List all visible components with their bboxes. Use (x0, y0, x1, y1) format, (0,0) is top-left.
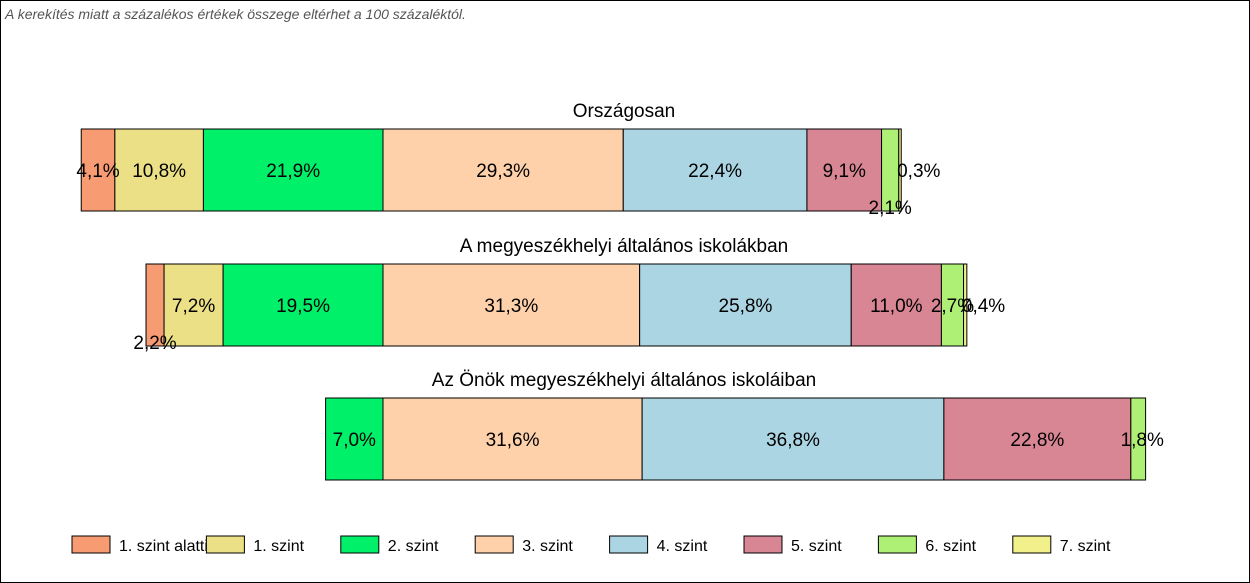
data-label: 31,6% (486, 430, 540, 451)
bar-group-1: Országosan 4,1% 10,8% 21,9% 29,3% 22,4% 9,1%2,… (76, 101, 940, 219)
bar-title: A megyeszékhelyi általános iskolákban (460, 236, 788, 257)
legend-label: 5. szint (791, 538, 842, 555)
legend-item: 1. szint (205, 535, 305, 555)
data-label: 0,4% (962, 296, 1005, 317)
legend-swatch (340, 535, 380, 554)
legend-label: 1. szint alatti (119, 538, 208, 555)
rounding-note: A kerekítés miatt a százalékos értékek ö… (5, 6, 466, 22)
legend-item: 7. szint (1012, 535, 1111, 555)
data-label: 7,0% (333, 430, 376, 451)
legend-label: 4. szint (657, 538, 708, 555)
bar-segment (963, 263, 968, 347)
bar-segment (222, 263, 384, 347)
bar-segment (382, 128, 624, 212)
legend-swatch (743, 535, 783, 554)
bar-segment (850, 263, 942, 347)
legend: 1. szint alatti 1. szint 2. szint 3. szint 4… (71, 535, 1111, 555)
legend-swatch (877, 535, 917, 554)
data-label: 22,8% (1010, 430, 1064, 451)
legend-label: 3. szint (522, 538, 573, 555)
bar-segment (641, 397, 945, 481)
legend-label: 1. szint (253, 538, 304, 555)
bar-title: Országosan (573, 101, 675, 122)
bar-group-3: Az Önök megyeszékhelyi általános iskolái… (325, 370, 1164, 481)
bar-segment (806, 128, 883, 212)
data-label: 1,8% (1121, 430, 1164, 451)
legend-swatch (71, 535, 111, 554)
data-label: 19,5% (276, 296, 330, 317)
data-label: 2,2% (133, 333, 176, 354)
legend-item: 6. szint (877, 535, 977, 555)
bar-segment (1130, 397, 1147, 481)
bar-segment (202, 128, 384, 212)
legend-label: 2. szint (388, 538, 439, 555)
bar-group-2: A megyeszékhelyi általános iskolákban 2,2… (133, 236, 1005, 354)
data-label: 29,3% (476, 161, 530, 182)
data-label: 2,7% (931, 296, 974, 317)
legend-item: 3. szint (474, 535, 573, 555)
bar-segment (163, 263, 224, 347)
bar-segment (325, 397, 384, 481)
data-label: 10,8% (132, 161, 186, 182)
legend-item: 1. szint alatti (71, 535, 208, 555)
bar-title: Az Önök megyeszékhelyi általános iskolái… (432, 370, 816, 391)
data-label: 0,3% (897, 161, 940, 182)
data-label: 2,1% (869, 198, 912, 219)
bar-segment (382, 397, 643, 481)
data-label: 7,2% (172, 296, 215, 317)
bar-segment (943, 397, 1132, 481)
bar-segment (382, 263, 641, 347)
legend-label: 7. szint (1060, 538, 1111, 555)
data-label: 36,8% (766, 430, 820, 451)
legend-swatch (474, 535, 514, 554)
data-label: 25,8% (719, 296, 773, 317)
bar-segment (622, 128, 808, 212)
legend-label: 6. szint (925, 538, 976, 555)
legend-swatch (205, 535, 245, 554)
data-label: 22,4% (688, 161, 742, 182)
data-label: 4,1% (76, 161, 119, 182)
bar-segment (898, 128, 902, 212)
legend-swatch (609, 535, 649, 554)
legend-item: 4. szint (609, 535, 708, 555)
bar-segment (80, 128, 116, 212)
legend-item: 2. szint (340, 535, 439, 555)
data-label: 21,9% (266, 161, 320, 182)
legend-swatch (1012, 535, 1052, 554)
data-label: 11,0% (870, 296, 923, 317)
data-label: 9,1% (823, 161, 866, 182)
data-label: 31,3% (484, 296, 538, 317)
legend-item: 5. szint (743, 535, 842, 555)
